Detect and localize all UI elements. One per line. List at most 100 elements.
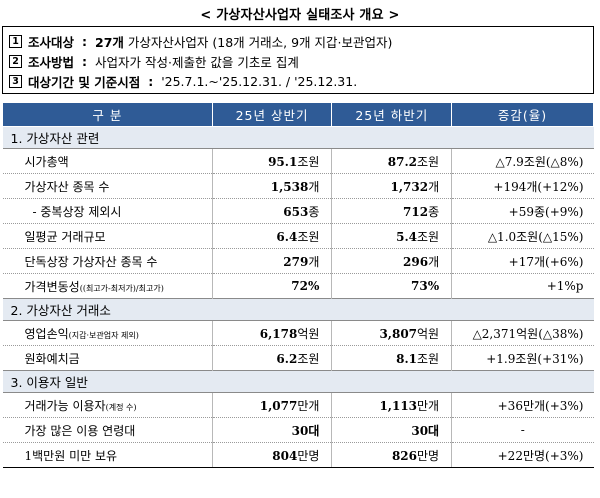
row-value-first-half: 804만명 [211, 442, 332, 468]
row-item-note: (계정 수) [105, 402, 137, 412]
row-value-second-half: 712종 [331, 198, 452, 224]
row-value-second-half-unit: 만명 [417, 448, 440, 463]
row-value-second-half-unit: 억원 [417, 326, 440, 341]
summary-label-period: 대상기간 및 기준시점 [28, 74, 141, 90]
row-value-second-half-unit: 조원 [417, 229, 440, 244]
table-row: 1백만원 미만 보유 804만명 826만명 +22만명(+3%) [2, 442, 594, 468]
row-item: 1백만원 미만 보유 [2, 442, 213, 468]
row-value-first-half-number: 1,077 [259, 398, 298, 413]
row-item-label: 일평균 거래규모 [24, 229, 106, 244]
table-header-row: 구 분 25년 상반기 25년 하반기 증감(율) [2, 102, 594, 127]
row-value-first-half-unit: 만개 [297, 398, 320, 413]
row-value-first-half: 6,178억원 [211, 320, 332, 346]
row-value-first-half: 6.2조원 [211, 345, 332, 371]
row-item: 단독상장 가상자산 종목 수 [2, 248, 213, 274]
header-category: 구 분 [2, 102, 213, 127]
row-item-label: 시가총액 [24, 154, 69, 169]
row-item-label: 거래가능 이용자 [24, 398, 106, 413]
summary-separator: : [82, 53, 88, 69]
row-value-first-half-number: 95.1 [268, 154, 298, 169]
row-value-second-half-number: 8.1 [396, 351, 418, 366]
summary-value-target: 27개 가상자산사업자 (18개 거래소, 9개 지갑·보관업자) [95, 32, 392, 51]
summary-label-method: 조사방법 [28, 54, 75, 70]
row-value-first-half-number: 1,538 [270, 179, 309, 194]
table-row: 거래가능 이용자(계정 수) 1,077만개 1,113만개 +36만개(+3%) [2, 392, 594, 418]
table-row: 가격변동성((최고가-최저가)/최고가) 72% 73% +1%p [2, 273, 594, 299]
row-value-second-half-number: 73% [411, 279, 440, 293]
summary-value-period: '25.7.1.~'25.12.31. / '25.12.31. [161, 73, 358, 89]
row-value-second-half-unit: 개 [428, 254, 440, 269]
row-value-second-half-number: 826 [391, 448, 418, 463]
row-value-first-half: 1,538개 [211, 173, 332, 199]
summary-number-2: 2 [9, 54, 22, 68]
row-item-label: 1백만원 미만 보유 [24, 448, 118, 463]
summary-number-1: 1 [9, 34, 22, 48]
row-value-second-half-number: 296 [403, 254, 429, 269]
row-value-second-half: 8.1조원 [331, 345, 452, 371]
summary-separator: : [148, 73, 154, 89]
summary-row-method: 2 조사방법 : 사업자가 작성·제출한 값을 기초로 집계 [9, 51, 587, 71]
section-row: 3. 이용자 일반 [2, 370, 594, 393]
row-value-second-half: 1,732개 [331, 173, 452, 199]
row-item-label: 원화예치금 [24, 351, 80, 366]
row-value-first-half: 1,077만개 [211, 392, 332, 418]
row-value-second-half-number: 712 [403, 204, 429, 219]
row-value-first-half-number: 30대 [291, 423, 320, 438]
row-change: +17개(+6%) [451, 248, 594, 274]
row-change: +1%p [451, 273, 594, 299]
row-value-first-half: 72% [211, 273, 332, 299]
survey-summary-box: 1 조사대상 : 27개 가상자산사업자 (18개 거래소, 9개 지갑·보관업… [2, 26, 594, 94]
row-item: 원화예치금 [2, 345, 213, 371]
row-value-second-half-number: 1,113 [379, 398, 418, 413]
row-value-second-half: 3,807억원 [331, 320, 452, 346]
table-row: - 중복상장 제외시 653 종 712종 +59종(+9%) [2, 198, 594, 224]
header-first-half: 25년 상반기 [211, 102, 333, 127]
row-item-label: 가상자산 종목 수 [24, 179, 110, 194]
row-value-first-half-number: 6,178 [259, 326, 298, 341]
row-item: 가격변동성((최고가-최저가)/최고가) [2, 273, 213, 299]
row-value-second-half-number: 3,807 [379, 326, 418, 341]
section-title: 1. 가상자산 관련 [2, 126, 594, 149]
row-item-label: 영업손익 [24, 326, 69, 341]
row-change: +194개(+12%) [451, 173, 594, 199]
row-value-second-half: 296개 [331, 248, 452, 274]
row-value-first-half-number: 279 [283, 254, 309, 269]
row-value-first-half: 279개 [211, 248, 332, 274]
row-value-first-half-unit: 개 [308, 179, 320, 194]
section-row: 2. 가상자산 거래소 [2, 298, 594, 321]
row-value-second-half: 73% [331, 273, 452, 299]
row-change: +59종(+9%) [451, 198, 594, 224]
summary-number-3: 3 [9, 74, 22, 88]
summary-label-target: 조사대상 [28, 34, 75, 50]
row-value-second-half: 30대 [331, 417, 452, 443]
row-item-label: 가장 많은 이용 연령대 [24, 423, 136, 438]
row-value-first-half-number: 804 [272, 448, 298, 463]
summary-row-period: 3 대상기간 및 기준시점 : '25.7.1.~'25.12.31. / '2… [9, 71, 587, 91]
row-item: - 중복상장 제외시 [2, 198, 213, 224]
table-row: 시가총액 95.1조원 87.2조원 △7.9조원(△8%) [2, 148, 594, 174]
header-change: 증감(율) [451, 102, 594, 127]
row-change: △1.0조원(△15%) [451, 223, 594, 249]
row-item-label: 가격변동성 [24, 279, 80, 294]
table-row: 원화예치금 6.2조원 8.1조원 +1.9조원(+31%) [2, 345, 594, 371]
table-row: 단독상장 가상자산 종목 수 279개 296개 +17개(+6%) [2, 248, 594, 274]
table-row: 일평균 거래규모 6.4조원 5.4조원 △1.0조원(△15%) [2, 223, 594, 249]
row-value-second-half: 87.2조원 [331, 148, 452, 174]
table-row: 영업손익(지갑·보관업자 제외) 6,178억원 3,807억원 △2,371억원(△… [2, 320, 594, 346]
row-value-first-half-unit: 만명 [297, 448, 320, 463]
row-value-second-half-number: 5.4 [396, 229, 418, 244]
row-item: 가상자산 종목 수 [2, 173, 213, 199]
row-item: 시가총액 [2, 148, 213, 174]
row-item-note: ((최고가-최저가)/최고가) [79, 283, 164, 293]
row-value-second-half-unit: 만개 [417, 398, 440, 413]
row-item-label: - 중복상장 제외시 [32, 204, 122, 219]
summary-separator: : [82, 33, 88, 49]
row-change: △7.9조원(△8%) [451, 148, 594, 174]
row-value-first-half-number: 6.2 [276, 351, 298, 366]
row-value-first-half-number: 653 [283, 204, 309, 219]
row-change: - [451, 417, 594, 443]
row-change: △2,371억원(△38%) [451, 320, 594, 346]
row-item: 영업손익(지갑·보관업자 제외) [2, 320, 213, 346]
row-value-second-half-unit: 종 [428, 204, 440, 219]
